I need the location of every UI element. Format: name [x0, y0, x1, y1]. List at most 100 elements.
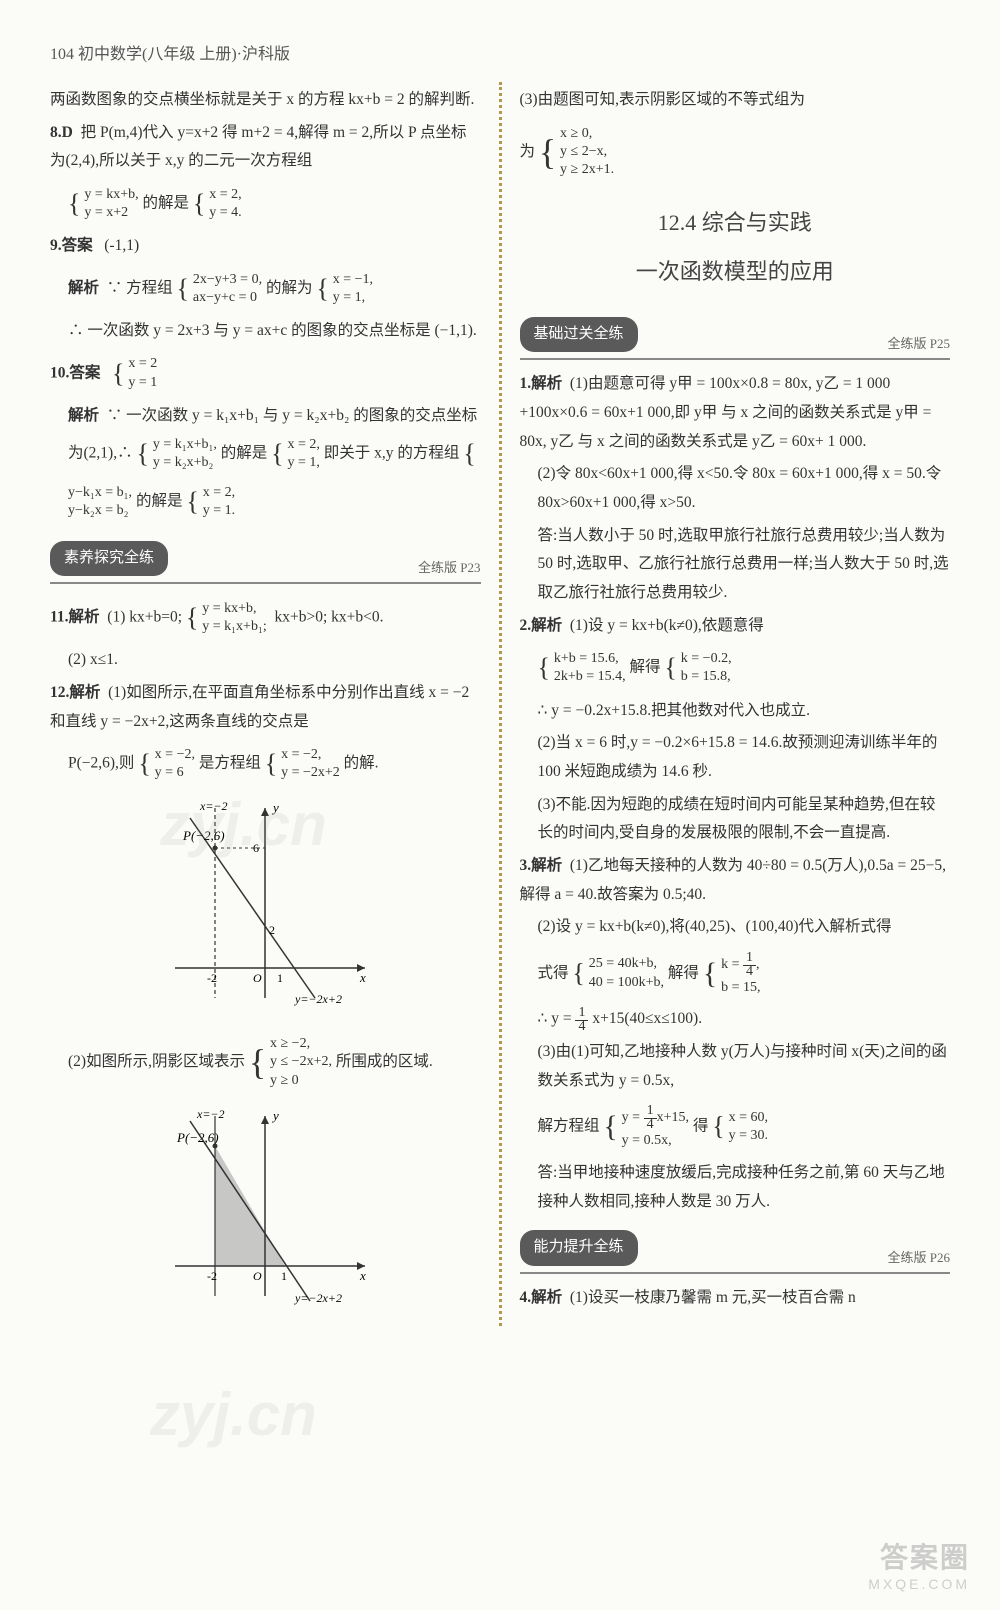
q12-mid: 是方程组: [199, 755, 261, 772]
q8-lhs1: y = kx+b,: [84, 187, 138, 202]
q9-s1: 2x−y+3 = 0,: [193, 272, 262, 287]
q10-analysis-label: 解析: [68, 407, 99, 424]
graph2-yaxis: y: [271, 1108, 279, 1123]
q12-end: 的解.: [344, 755, 379, 772]
q12-s3: x = −2,: [281, 747, 321, 762]
q8-label: 8.D: [50, 124, 73, 141]
footer-watermark: 答案圈 MXQE.COM: [868, 1536, 970, 1592]
svg-text:O: O: [253, 971, 262, 985]
svg-text:-2: -2: [207, 1269, 217, 1283]
q8-mid: 的解是: [143, 195, 190, 212]
q3-sys2: 解方程组 { y = 14x+15, y = 0.5x, 得 { x = 60,…: [520, 1099, 951, 1155]
q10-r4: y = 1.: [203, 503, 235, 518]
q8-lhs2: y = x+2: [84, 205, 128, 220]
q12-t4: 所围成的区域.: [336, 1053, 433, 1070]
page-ref-1: 全练版 P23: [418, 556, 480, 580]
q2-p4: (3)不能.因为短跑的成绩在短时间内可能呈某种趋势,但在较长的时间内,受自身的发…: [520, 791, 951, 848]
svg-text:O: O: [253, 1269, 262, 1283]
q9-t1: ∵ 方程组: [107, 279, 173, 296]
q12-c1: x ≥ −2,: [270, 1036, 310, 1051]
coordinate-graph-icon: P(−2,6) x=−2 y x O -2 1 6 2 y=−2x+2: [155, 798, 375, 1008]
q9-t2: 的解为: [266, 279, 313, 296]
two-column-layout: 两函数图象的交点横坐标就是关于 x 的方程 kx+b = 2 的解判断. 8.D…: [50, 82, 950, 1326]
q3-r1: k = 14,: [721, 957, 759, 972]
q11: 11.解析 (1) kx+b=0; { y = kx+b,y = k₁x+b₁;…: [50, 594, 481, 642]
q8-text: 把 P(m,4)代入 y=x+2 得 m+2 = 4,解得 m = 2,所以 P…: [50, 124, 466, 170]
q4: 4.解析 (1)设买一枝康乃馨需 m 元,买一枝百合需 n: [520, 1284, 951, 1313]
graph1-point: P(−2,6): [182, 828, 225, 843]
q3-r4: y = 30.: [729, 1128, 768, 1143]
q1-p2: (2)令 80x<60x+1 000,得 x<50.令 80x = 60x+1 …: [520, 460, 951, 517]
q10-t2: 即关于 x,y 的方程组: [324, 445, 460, 462]
q12-t3: (2)如图所示,阴影区域表示: [68, 1053, 245, 1070]
q12-label: 12.解析: [50, 684, 100, 701]
section-divider-2: 基础过关全练 全练版 P25: [520, 307, 951, 361]
q10-a2: y = 1: [128, 375, 157, 390]
q12-c3: y ≥ 0: [270, 1073, 299, 1088]
q2-p2: ∴ y = −0.2x+15.8.把其他数对代入也成立.: [520, 697, 951, 726]
left-column: 两函数图象的交点横坐标就是关于 x 的方程 kx+b = 2 的解判断. 8.D…: [50, 82, 481, 1326]
q12-p2: P(−2,6),则 { x = −2,y = 6 是方程组 { x = −2,y…: [50, 740, 481, 788]
graph-2: P(−2,6) x=−2 y x O -2 1 y=−2x+2: [50, 1106, 481, 1317]
q3-label: 3.解析: [520, 857, 563, 874]
chapter-number: 12.4 综合与实践: [520, 203, 951, 244]
q10-mid: 的解是: [221, 445, 268, 462]
graph-1: P(−2,6) x=−2 y x O -2 1 6 2 y=−2x+2: [50, 798, 481, 1019]
q12-p3: (2)如图所示,阴影区域表示 { x ≥ −2,y ≤ −2x+2,y ≥ 0 …: [50, 1029, 481, 1096]
q1-p3: 答:当人数小于 50 时,选取甲旅行社旅行总费用较少;当人数为 50 时,选取甲…: [520, 522, 951, 608]
q10-r3: x = 2,: [203, 485, 235, 500]
q9-label: 9.答案: [50, 237, 93, 254]
q3-s4: y = 0.5x,: [622, 1133, 672, 1148]
q9-conclusion: ∴ 一次函数 y = 2x+3 与 y = ax+c 的图象的交点坐标是 (−1…: [50, 317, 481, 346]
q3-sys: 式得 { 25 = 40k+b,40 = 100k+b, 解得 { k = 14…: [520, 946, 951, 1002]
q8-rhs1: x = 2,: [209, 187, 241, 202]
q3-r3: x = 60,: [729, 1110, 768, 1125]
q9-s2: ax−y+c = 0: [193, 290, 257, 305]
q3-s2: 40 = 100k+b,: [589, 975, 664, 990]
q3-mid: 解得: [668, 964, 699, 981]
svg-text:-2: -2: [207, 971, 217, 985]
q3-p2: (2)设 y = kx+b(k≠0),将(40,25)、(100,40)代入解析…: [520, 913, 951, 942]
q10-mid2: 的解是: [136, 493, 183, 510]
q10-s4: y−k₂x = b₂: [68, 503, 129, 518]
pill-jichu: 基础过关全练: [520, 317, 638, 353]
q8-rhs2: y = 4.: [209, 205, 241, 220]
q10-r1: x = 2,: [288, 437, 320, 452]
graph2-line: y=−2x+2: [294, 1291, 342, 1305]
intro-text: 两函数图象的交点横坐标就是关于 x 的方程 kx+b = 2 的解判断.: [50, 86, 481, 115]
q12-s4: y = −2x+2: [281, 765, 340, 780]
q9-r2: y = 1,: [333, 290, 365, 305]
svg-text:2: 2: [269, 923, 275, 937]
q10-r2: y = 1,: [288, 455, 320, 470]
q2-t1: (1)设 y = kx+b(k≠0),依题意得: [570, 617, 764, 634]
q2-mid: 解得: [630, 659, 661, 676]
svg-text:6: 6: [253, 841, 259, 855]
page-header: 104 初中数学(八年级 上册)·沪科版: [50, 40, 950, 64]
q3-t3-post: x+15(40≤x≤100).: [592, 1010, 702, 1027]
q3-t3-pre: ∴ y =: [538, 1010, 572, 1027]
q2: 2.解析 (1)设 y = kx+b(k≠0),依题意得: [520, 612, 951, 641]
pill-nengli: 能力提升全练: [520, 1230, 638, 1266]
q10-s2: y = k₂x+b₂: [153, 455, 214, 470]
q2-label: 2.解析: [520, 617, 563, 634]
q3: 3.解析 (1)乙地每天接种的人数为 40÷80 = 0.5(万人),0.5a …: [520, 852, 951, 909]
page: 104 初中数学(八年级 上册)·沪科版 两函数图象的交点横坐标就是关于 x 的…: [0, 0, 1000, 1610]
watermark-2: zyj.cn: [150, 1380, 317, 1449]
q9-ans: (-1,1): [104, 237, 139, 254]
q12-3-sys: 为 { x ≥ 0,y ≤ 2−x,y ≥ 2x+1.: [520, 119, 951, 186]
q2-sys: { k+b = 15.6,2k+b = 15.4, 解得 { k = −0.2,…: [520, 644, 951, 692]
q11-label: 11.解析: [50, 609, 100, 626]
graph2-vline: x=−2: [196, 1107, 225, 1121]
graph1-yaxis: y: [271, 800, 279, 815]
q3-mid2: 得: [693, 1118, 709, 1135]
q9-r1: x = −1,: [333, 272, 373, 287]
section-divider-3: 能力提升全练 全练版 P26: [520, 1220, 951, 1274]
q3-s1: 25 = 40k+b,: [589, 956, 657, 971]
footer-big: 答案圈: [868, 1536, 970, 1576]
q12-3-c1: x ≥ 0,: [560, 126, 592, 141]
q3-t1: (1)乙地每天接种的人数为 40÷80 = 0.5(万人),0.5a = 25−…: [520, 857, 947, 903]
q12-3-c2: y ≤ 2−x,: [560, 144, 607, 159]
footer-small: MXQE.COM: [868, 1576, 970, 1592]
q11-t1: (1) kx+b=0;: [107, 609, 182, 626]
q12-s1: x = −2,: [155, 747, 195, 762]
